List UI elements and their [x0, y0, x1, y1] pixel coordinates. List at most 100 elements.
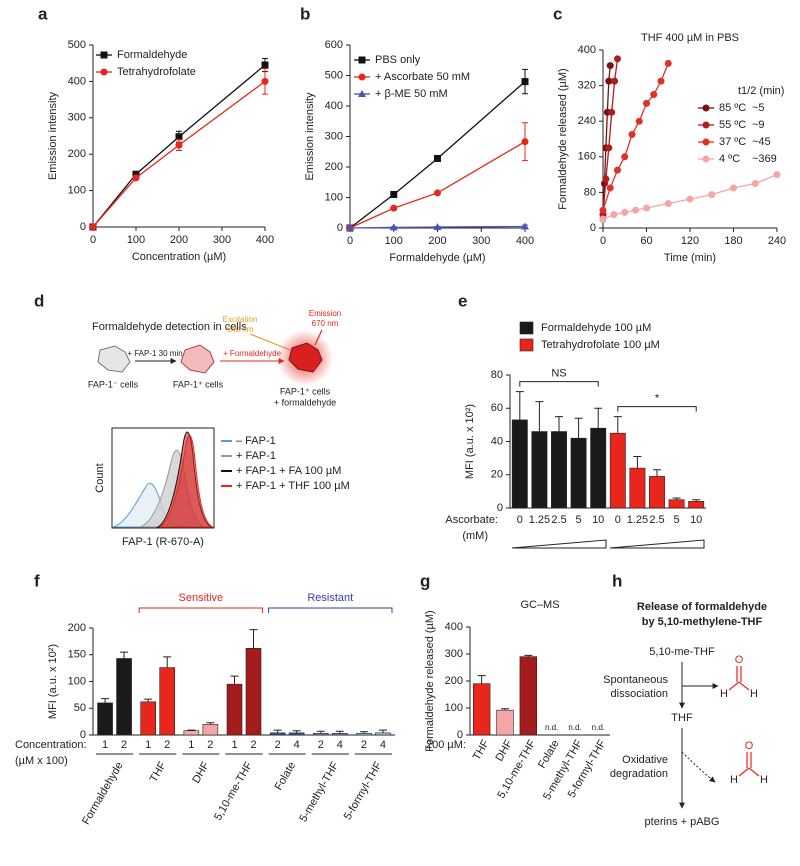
error-bar [633, 455, 642, 469]
bond [738, 681, 750, 691]
y-tick-label: 80 [584, 186, 596, 198]
significance-bracket [519, 381, 599, 387]
legend-label: Formaldehyde 100 µM [541, 322, 651, 334]
legend-label: Tetrahydrofolate 100 µM [541, 339, 660, 351]
group-label: Folate [273, 760, 299, 792]
x-tick-label: 5 [576, 514, 582, 526]
y-tick-label: 400 [325, 100, 343, 112]
error-bar [555, 416, 563, 432]
x-tick-label: 2 [250, 739, 256, 751]
x-tick-label: 2 [275, 739, 281, 751]
y-axis-title: MFI (a.u. x 10²) [464, 404, 476, 479]
x-tick-label: 1.25 [529, 514, 550, 526]
y-tick-label: 320 [578, 80, 596, 92]
legend-value: ~369 [752, 153, 777, 165]
marker [614, 55, 621, 63]
x-tick-label: 300 [472, 235, 490, 247]
x-tick-label: 1 [145, 739, 151, 751]
x-tick-label: 400 [516, 235, 534, 247]
legend-header: t1/2 (min) [738, 85, 784, 97]
cell [97, 345, 131, 373]
x-tick-label: 10 [592, 514, 604, 526]
y-axis-title: Formaldehyde released (µM) [424, 610, 436, 751]
y-tick-label: 400 [578, 44, 596, 56]
group-bracket [268, 607, 393, 613]
bond [728, 681, 740, 691]
error-bar [187, 729, 196, 731]
error-bar [672, 497, 681, 500]
x-tick-label: 1 [231, 739, 237, 751]
error-bar [515, 391, 524, 420]
x-tick-label: 2.5 [649, 514, 664, 526]
bar [551, 431, 567, 509]
panel-label: d [34, 291, 44, 310]
bar [288, 732, 305, 736]
marker [521, 138, 529, 146]
marker [261, 77, 269, 85]
marker [175, 141, 183, 149]
bar [312, 733, 329, 736]
significance-bracket [617, 406, 697, 412]
step-label: + Formaldehyde [223, 349, 282, 358]
arrow [681, 751, 716, 783]
error-bar [101, 698, 110, 703]
x-tick-label: 4 [337, 739, 343, 751]
marker [599, 206, 607, 214]
y-tick-label: 60 [491, 402, 503, 414]
marker [390, 190, 398, 198]
error-bar [144, 698, 153, 702]
marker [643, 204, 650, 212]
axis-title: FAP-1 (R-670-A) [122, 536, 204, 548]
marker [521, 78, 529, 86]
x-tick-label: 0 [600, 235, 606, 247]
error-bar [163, 656, 172, 668]
atom: H [760, 774, 768, 786]
marker [628, 131, 636, 139]
x-axis-title: 200 µM: [426, 739, 466, 751]
marker [606, 184, 614, 192]
x-tick-label: 0 [347, 235, 353, 247]
marker [605, 77, 613, 85]
step-label: degradation [610, 768, 668, 780]
y-tick-label: 200 [68, 148, 86, 160]
legend-marker [358, 73, 366, 81]
legend-label: 85 ºC [719, 102, 746, 114]
x-axis-title: Concentration (µM) [132, 251, 226, 263]
y-axis-title: Emission intensity [304, 92, 316, 181]
bar [511, 419, 528, 509]
histogram-frame [111, 427, 215, 529]
x-tick-label: 2.5 [551, 514, 566, 526]
y-tick-label: 500 [68, 39, 86, 51]
legend-marker [702, 121, 710, 129]
legend-label: + FAP-1 + FA 100 µM [236, 465, 341, 477]
marker [635, 117, 643, 125]
series-line [92, 80, 266, 228]
error-bar [653, 469, 661, 477]
marker [605, 144, 613, 152]
y-tick-label: 0 [80, 221, 86, 233]
bar [97, 702, 113, 736]
excitation-label: 640 nm [227, 325, 254, 334]
marker [773, 171, 781, 179]
legend-label: + β-ME 50 mM [375, 88, 448, 100]
marker [730, 184, 737, 192]
emission-label: Emission [309, 309, 341, 318]
marker [657, 77, 665, 85]
legend-marker [702, 104, 710, 112]
y-axis-title: Formaldehyde released (µM) [557, 68, 569, 209]
diagram-title: Formaldehyde detection in cells [92, 321, 247, 333]
x-tick-label: 100 [127, 234, 145, 246]
marker [664, 200, 672, 208]
marker [606, 62, 614, 70]
node-label: 5,10-me-THF [649, 646, 715, 658]
bracket-label: Resistant [307, 592, 353, 604]
step-label: + FAP-1 30 min [127, 349, 182, 358]
marker [346, 224, 354, 231]
x-tick-label: 2 [318, 739, 324, 751]
panel-label: g [420, 571, 430, 590]
marker [132, 174, 140, 182]
node-label: pterins + pABG [645, 816, 720, 828]
y-tick-label: 300 [68, 112, 86, 124]
y-tick-label: 240 [578, 115, 596, 127]
panel-label: h [612, 571, 622, 590]
